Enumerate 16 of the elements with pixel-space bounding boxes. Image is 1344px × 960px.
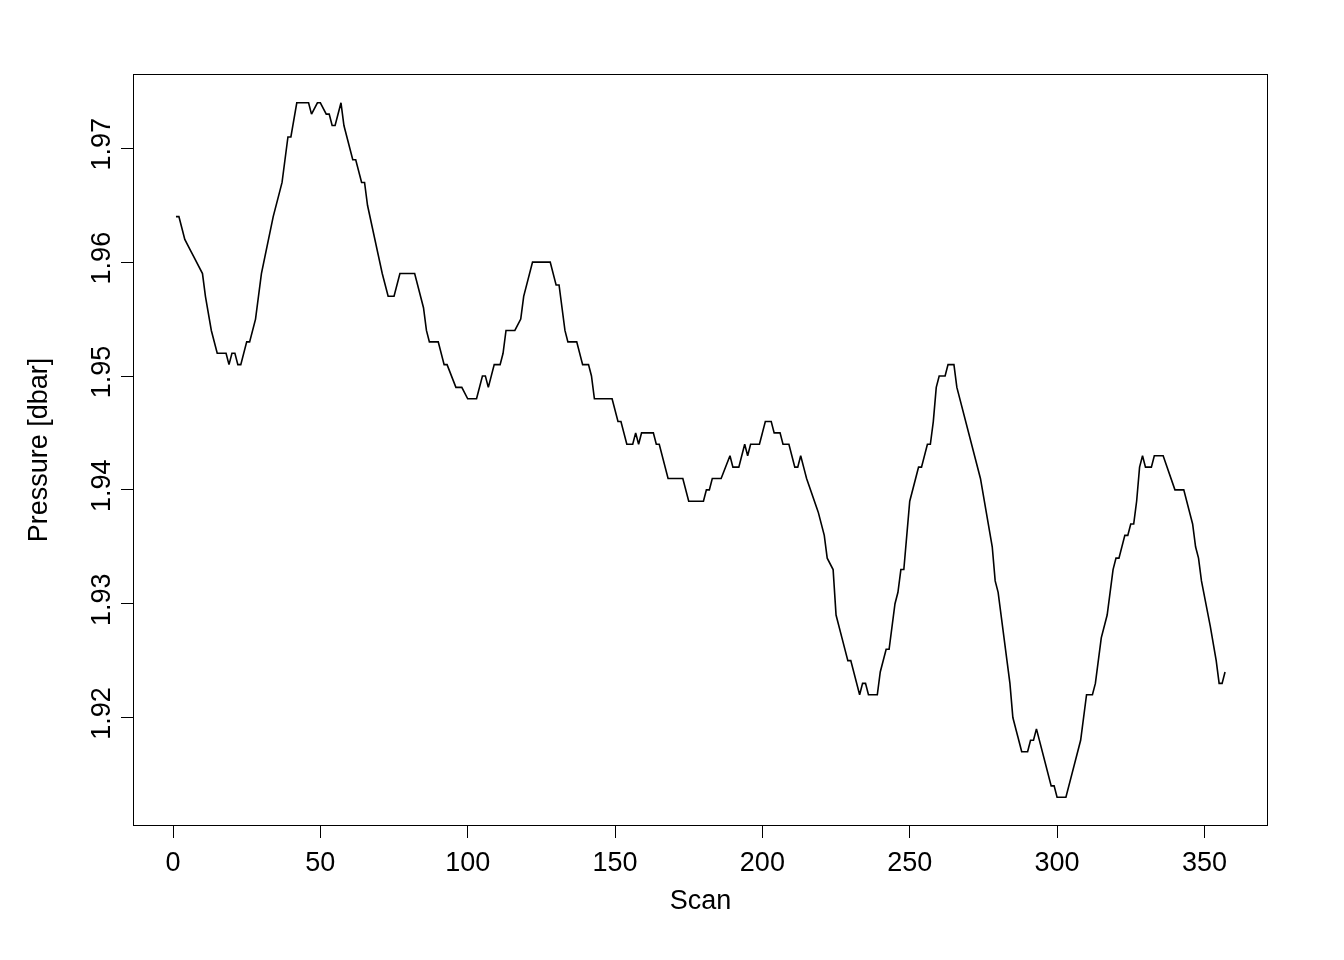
y-tick-label: 1.92: [86, 687, 117, 740]
x-tick-label: 350: [1181, 846, 1227, 877]
x-tick-label: 0: [165, 846, 181, 877]
y-tick-label: 1.94: [86, 459, 117, 513]
x-tick-label: 100: [445, 846, 491, 877]
x-tick-label: 300: [1034, 846, 1080, 877]
y-tick-label: 1.93: [86, 573, 117, 626]
x-tick-label: 150: [592, 846, 638, 877]
y-tick-label: 1.95: [86, 345, 117, 399]
x-tick-label: 50: [305, 846, 336, 877]
x-axis-title: Scan: [669, 884, 732, 915]
x-tick-label: 250: [887, 846, 933, 877]
y-tick-label: 1.96: [86, 231, 117, 285]
y-axis-title: Pressure [dbar]: [23, 357, 54, 543]
x-tick-label: 200: [739, 846, 785, 877]
y-tick-label: 1.97: [86, 117, 117, 171]
